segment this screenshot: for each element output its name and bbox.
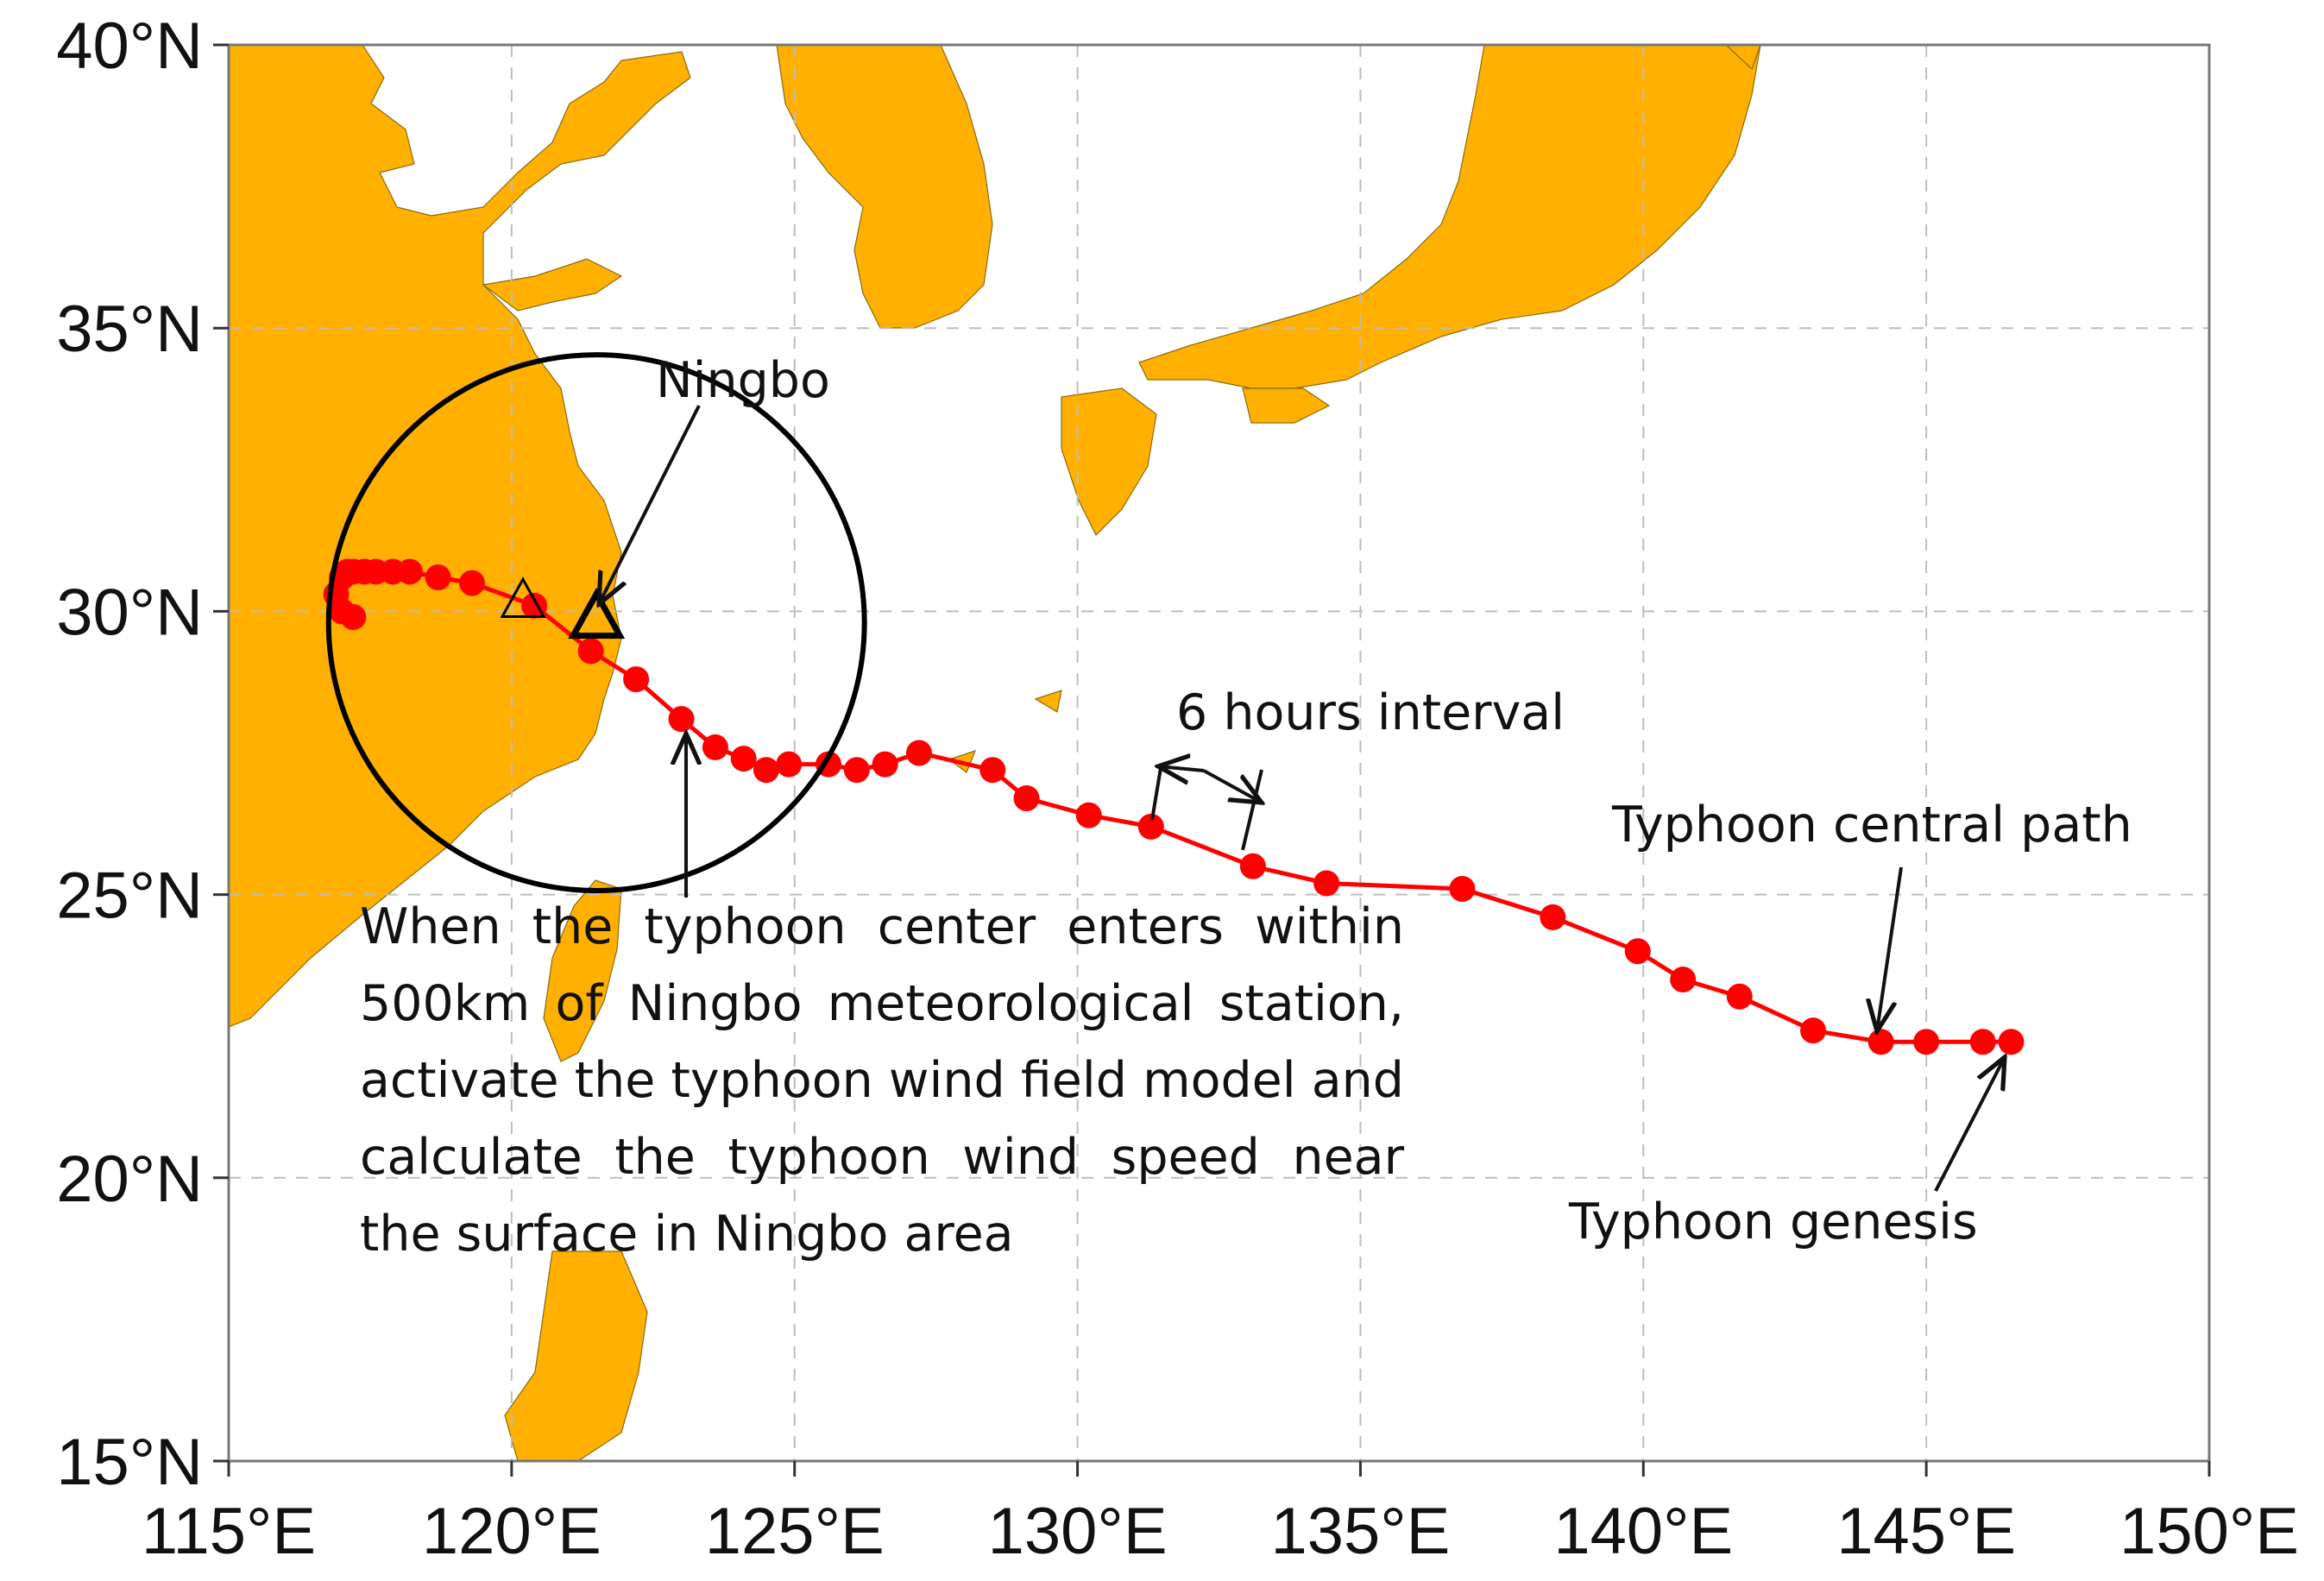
lon-tick-label: 150°E xyxy=(2119,1495,2299,1568)
track-point xyxy=(623,666,650,693)
path-arrow xyxy=(1877,866,1903,1031)
lon-tick-label: 125°E xyxy=(705,1495,885,1568)
ningbo-station-marker xyxy=(568,587,626,639)
track-point xyxy=(1800,1017,1826,1044)
taiwan xyxy=(543,879,622,1062)
track-point xyxy=(1313,870,1340,897)
latitude-ticks: 40°N 35°N 30°N 25°N 20°N 15°N xyxy=(56,9,229,1499)
interval-arrow-a xyxy=(1158,766,1205,771)
track-point xyxy=(730,746,757,772)
lat-tick-label: 40°N xyxy=(56,9,203,83)
lat-tick-label: 25°N xyxy=(56,860,203,933)
interval-label: 6 hours interval xyxy=(1176,684,1565,741)
lat-tick-label: 15°N xyxy=(56,1426,203,1499)
interval-tick-b xyxy=(1241,769,1263,851)
500km-range-circle xyxy=(325,352,867,893)
lon-tick-label: 130°E xyxy=(988,1495,1168,1568)
track-point xyxy=(458,570,485,596)
typhoon-track xyxy=(323,558,2025,1055)
lon-tick-label: 140°E xyxy=(1553,1495,1733,1568)
track-point xyxy=(1239,853,1266,879)
track-point xyxy=(905,740,932,766)
track-point xyxy=(668,706,695,733)
lon-tick-label: 120°E xyxy=(422,1495,601,1568)
track-point xyxy=(1137,813,1164,840)
genesis-arrow xyxy=(1934,1057,2005,1192)
activation-note: When the typhoon center enters within 50… xyxy=(360,898,1404,1263)
interval-tick-a xyxy=(1150,767,1162,821)
track-point xyxy=(1449,876,1476,903)
track-point xyxy=(872,751,898,778)
track-point xyxy=(1726,983,1753,1010)
land-mass xyxy=(229,45,1761,1461)
track-point xyxy=(776,751,803,778)
track-point xyxy=(1670,967,1697,993)
annotation-arrows xyxy=(599,405,2005,1192)
lat-tick-label: 20°N xyxy=(56,1143,203,1216)
lon-tick-label: 115°E xyxy=(142,1495,316,1568)
track-point xyxy=(1540,904,1566,930)
ningbo-label: Ningbo xyxy=(656,352,830,409)
track-point xyxy=(1624,938,1651,965)
korean-peninsula xyxy=(776,45,993,329)
track-point xyxy=(1998,1029,2025,1055)
interval-arrow-b xyxy=(1203,769,1262,803)
track-point xyxy=(1969,1029,1996,1055)
grid-lines xyxy=(229,45,2209,1461)
luzon xyxy=(504,1250,648,1461)
track-point xyxy=(753,757,779,784)
path-label: Typhoon central path xyxy=(1611,797,2132,853)
japan-hokkaido xyxy=(1725,45,1761,71)
shandong-peninsula xyxy=(482,258,623,312)
lon-tick-label: 135°E xyxy=(1270,1495,1450,1568)
station-marker xyxy=(500,576,546,618)
plot-frame xyxy=(227,43,2211,1463)
longitude-ticks: 115°E 120°E 125°E 130°E 135°E 140°E 145°E 150°E xyxy=(142,1461,2299,1568)
track-point xyxy=(340,603,367,630)
lat-tick-label: 30°N xyxy=(56,576,203,649)
lon-tick-label: 145°E xyxy=(1836,1495,2016,1568)
track-point xyxy=(1867,1029,1894,1055)
track-point xyxy=(577,638,604,665)
track-point xyxy=(979,757,1006,784)
genesis-label: Typhoon genesis xyxy=(1568,1194,1978,1250)
track-point xyxy=(1913,1029,1940,1055)
track-point xyxy=(425,564,451,591)
japan-kyushu xyxy=(1061,387,1157,537)
japan-shikoku xyxy=(1242,387,1331,424)
ningbo-arrow xyxy=(599,405,701,604)
track-point xyxy=(1013,785,1040,812)
lat-tick-label: 35°N xyxy=(56,293,203,366)
station-markers xyxy=(500,576,626,639)
track-point xyxy=(843,757,870,784)
track-point xyxy=(702,734,728,760)
track-point xyxy=(1075,802,1102,828)
